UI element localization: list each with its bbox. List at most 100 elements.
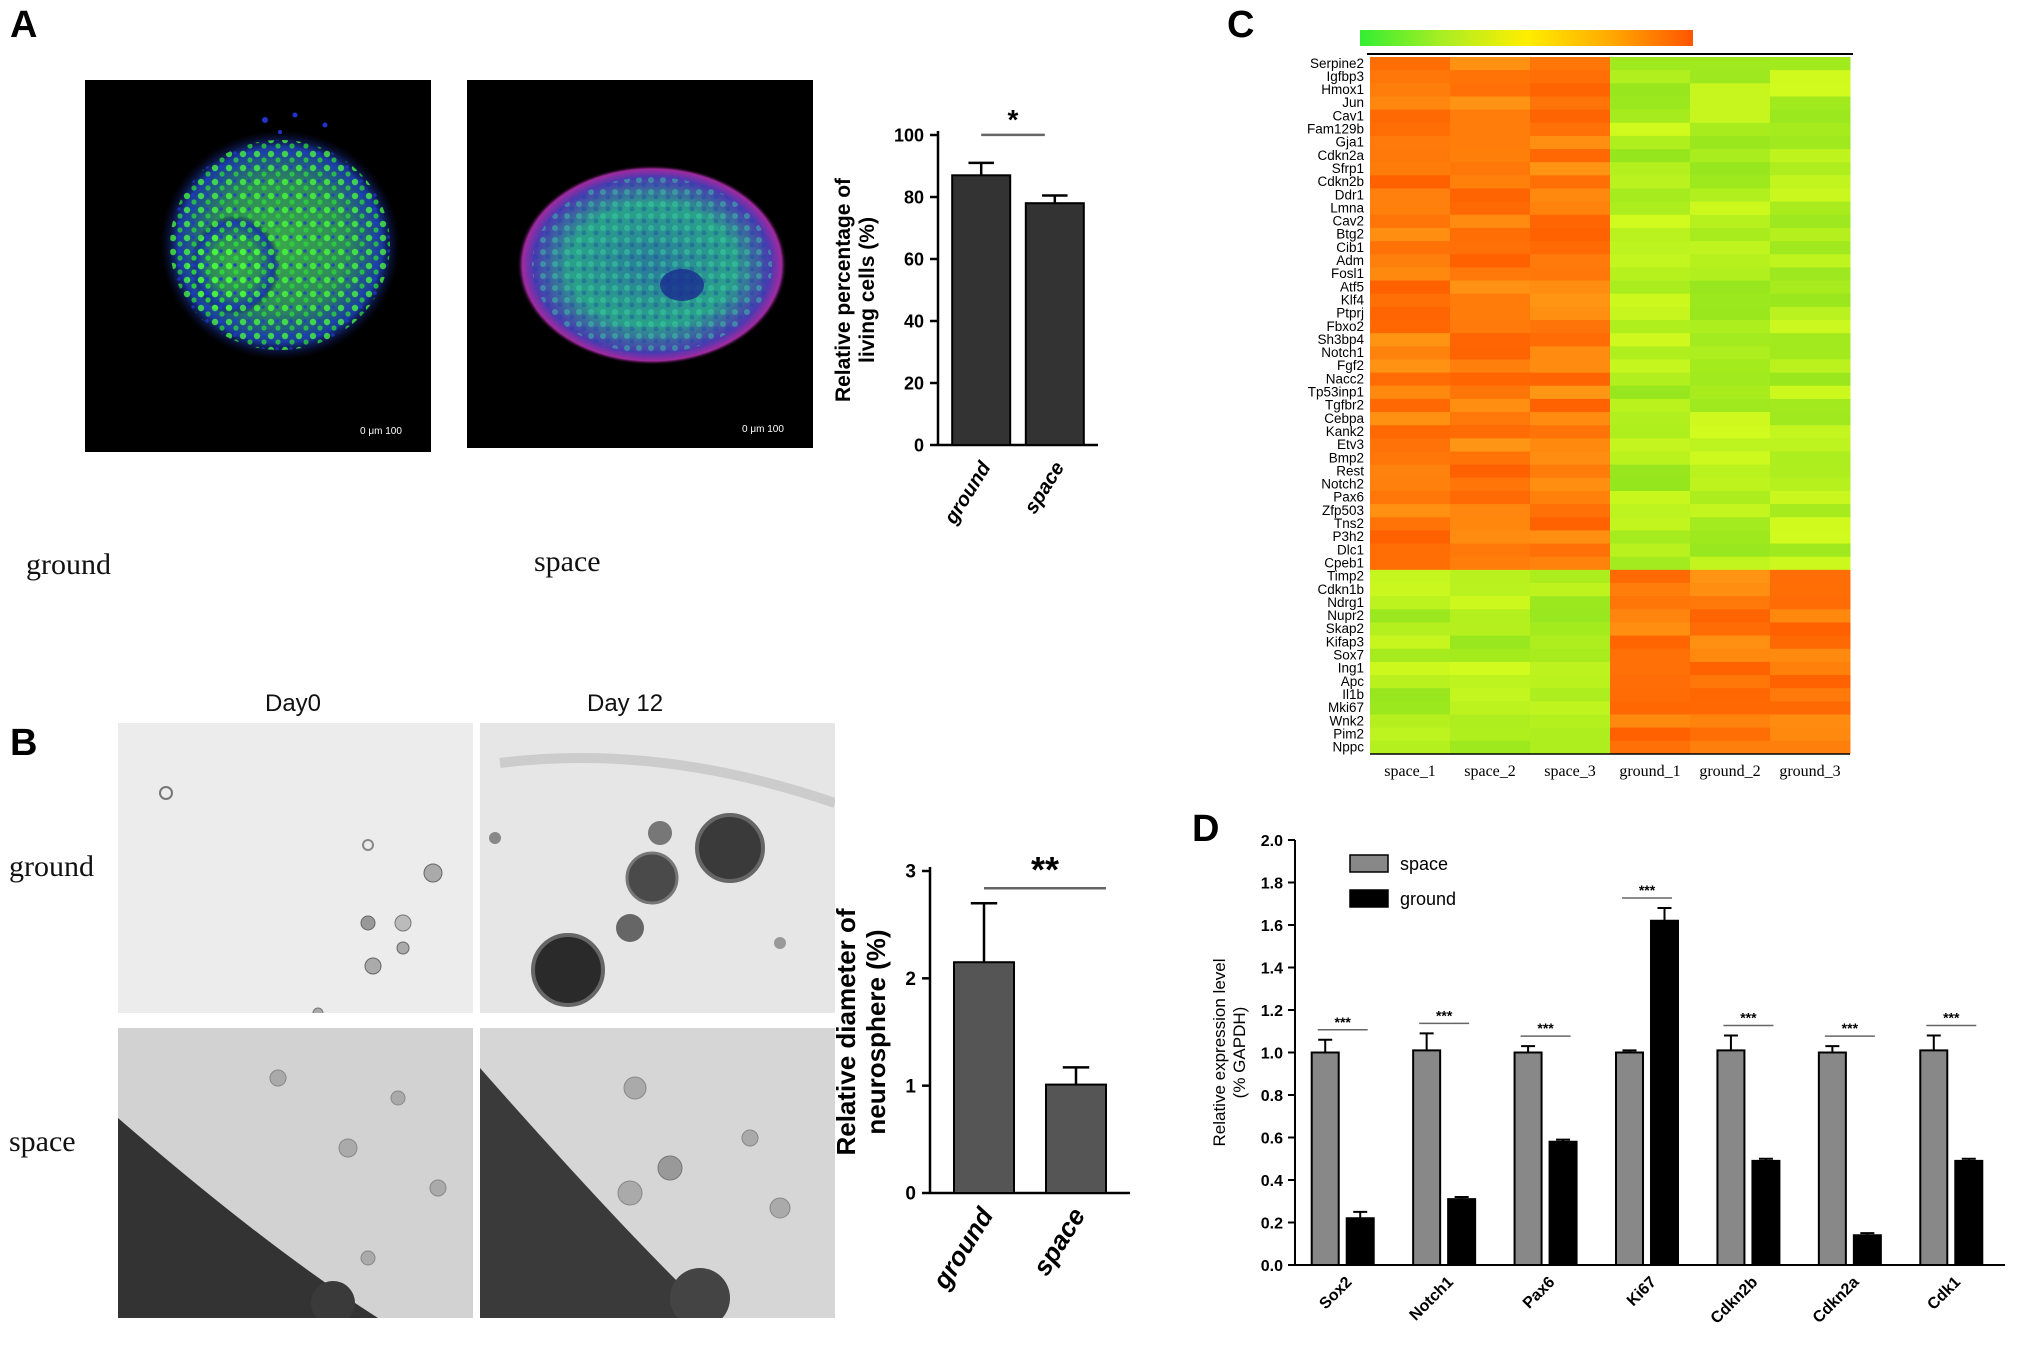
gene-label: Apc: [1341, 674, 1365, 689]
y-tick-label: 1.0: [1261, 1046, 1283, 1063]
heatmap-cell: [1770, 188, 1851, 203]
heatmap-cell: [1370, 727, 1451, 742]
heatmap-cell: [1530, 517, 1611, 531]
heatmap-cell: [1530, 372, 1611, 387]
heatmap-cell: [1610, 714, 1691, 729]
heatmap-cell: [1530, 714, 1611, 729]
gene-label: Cdkn2a: [1317, 148, 1364, 163]
heatmap-cell: [1770, 688, 1851, 702]
gene-label: Fosl1: [1331, 266, 1364, 281]
heatmap-cell: [1610, 241, 1691, 255]
heatmap-cell: [1450, 477, 1531, 492]
scale-bar-space: 0 μm 100: [742, 424, 784, 435]
gene-label: Lmna: [1330, 200, 1364, 215]
heatmap-cell: [1770, 569, 1851, 584]
y-tick-label: 0.8: [1261, 1088, 1283, 1105]
day0-label: Day0: [265, 690, 322, 717]
heatmap-cell: [1610, 451, 1691, 466]
heatmap-cell: [1450, 201, 1531, 216]
gene-label: Tgfbr2: [1325, 398, 1364, 413]
heatmap-cell: [1690, 267, 1771, 282]
heatmap-cell: [1530, 609, 1611, 623]
heatmap-cell: [1610, 109, 1691, 124]
heatmap-cell: [1370, 57, 1451, 71]
heatmap-cell: [1450, 609, 1531, 623]
significance-marker: **: [1031, 850, 1059, 890]
heatmap-cell: [1770, 135, 1851, 150]
heatmap-cell: [1690, 701, 1771, 715]
y-tick-label: 100: [894, 125, 924, 145]
heatmap-cell: [1450, 661, 1531, 676]
heatmap-cell: [1770, 451, 1851, 466]
heatmap-cell: [1690, 609, 1771, 623]
heatmap-cell: [1370, 280, 1451, 295]
gene-label: Fbxo2: [1326, 319, 1364, 334]
gene-label: Skap2: [1326, 621, 1364, 636]
y-tick-label: 60: [904, 249, 924, 269]
heatmap-cell: [1770, 701, 1851, 715]
heatmap-cell: [1370, 372, 1451, 387]
heatmap-cell: [1610, 320, 1691, 334]
heatmap-cell: [1690, 201, 1771, 216]
significance-marker: ***: [1943, 1010, 1960, 1026]
heatmap-cell: [1610, 596, 1691, 610]
heatmap-cell: [1530, 280, 1611, 295]
heatmap-cell: [1690, 280, 1771, 295]
heatmap-cell: [1690, 214, 1771, 229]
heatmap-cell: [1450, 346, 1531, 360]
gene-label: Btg2: [1336, 227, 1364, 242]
heatmap-cell: [1530, 569, 1611, 584]
space-spheroid-icon: [517, 165, 787, 365]
heatmap-cell: [1610, 609, 1691, 623]
heatmap-cell: [1770, 398, 1851, 413]
heatmap-cell: [1370, 254, 1451, 268]
heatmap-cell: [1690, 412, 1771, 426]
gene-label: Cebpa: [1324, 411, 1364, 426]
heatmap-cell: [1610, 306, 1691, 321]
gene-label: Cdkn1b: [1317, 582, 1364, 597]
heatmap-cell: [1610, 293, 1691, 308]
y-tick-label: 20: [904, 373, 924, 393]
heatmap-cell: [1610, 96, 1691, 111]
heatmap-cell: [1370, 451, 1451, 466]
heatmap-cell: [1450, 372, 1531, 387]
y-tick-label: 1.8: [1261, 876, 1283, 893]
x-category-label: Pax6: [1520, 1274, 1559, 1313]
heatmap-cell: [1610, 438, 1691, 452]
heatmap-cell: [1450, 175, 1531, 189]
y-tick-label: 0.2: [1261, 1216, 1283, 1233]
panel-b-label: B: [10, 722, 38, 764]
heatmap-cell: [1370, 70, 1451, 84]
heatmap-cell: [1690, 122, 1771, 137]
heatmap-cell: [1450, 214, 1531, 229]
heatmap-cell: [1690, 398, 1771, 413]
heatmap-cell: [1530, 135, 1611, 150]
panel-a-label: A: [10, 4, 38, 46]
heatmap-cell: [1770, 714, 1851, 729]
x-category-label: Sox2: [1316, 1274, 1355, 1313]
bar-ground-Sox2: [1345, 1217, 1375, 1266]
heatmap-cell: [1370, 622, 1451, 637]
x-category-label: Cdkn2a: [1810, 1274, 1863, 1327]
heatmap-cell: [1770, 740, 1851, 755]
gene-label: Fam129b: [1307, 122, 1364, 137]
heatmap-cell: [1530, 622, 1611, 637]
heatmap-cell: [1370, 543, 1451, 558]
gene-label: Nupr2: [1327, 608, 1364, 623]
heatmap-cell: [1450, 162, 1531, 176]
heatmap-cell: [1530, 490, 1611, 505]
x-category-label: Cdkn2b: [1708, 1274, 1762, 1328]
panel-d-label: D: [1192, 808, 1220, 850]
heatmap-cell: [1370, 530, 1451, 545]
heatmap-cell: [1610, 83, 1691, 97]
heatmap-cell: [1450, 227, 1531, 242]
heatmap-cell: [1690, 661, 1771, 676]
heatmap-cell: [1690, 57, 1771, 71]
heatmap-cell: [1370, 556, 1451, 571]
heatmap-cell: [1610, 583, 1691, 597]
heatmap-cell: [1610, 70, 1691, 84]
y-tick-label: 1: [905, 1076, 916, 1097]
heatmap-cell: [1610, 162, 1691, 176]
heatmap-cell: [1770, 661, 1851, 676]
gene-label: Cav2: [1332, 214, 1364, 229]
